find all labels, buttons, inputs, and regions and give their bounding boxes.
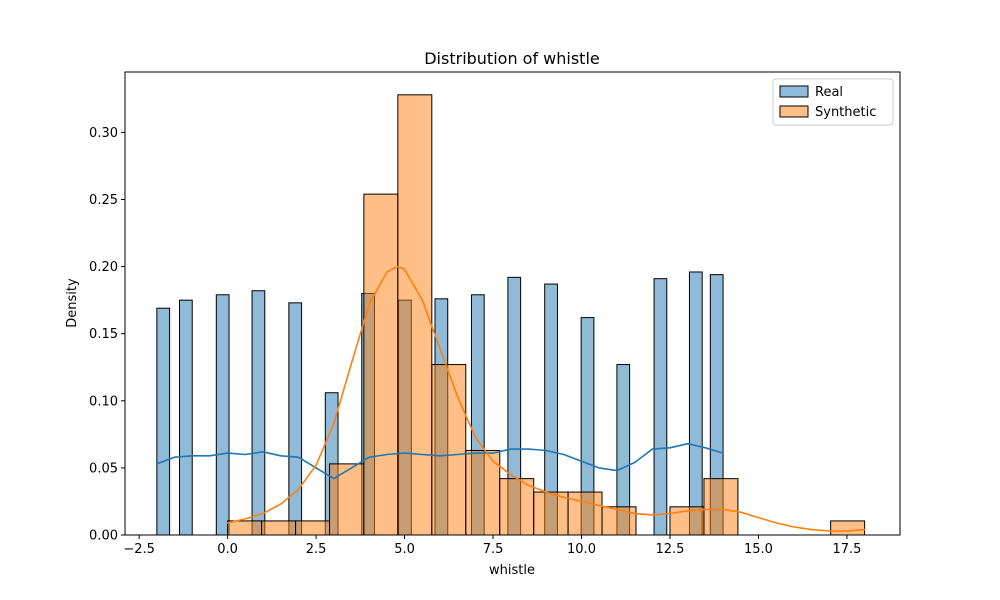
y-axis: 0.00 0.05 0.10 0.15 0.20 0.25 0.30 xyxy=(89,126,125,544)
x-tick-label: 0.0 xyxy=(217,542,238,557)
y-tick-label: 0.00 xyxy=(89,529,118,544)
legend-label-synthetic: Synthetic xyxy=(815,105,876,120)
x-axis-label: whistle xyxy=(489,563,535,578)
y-tick-label: 0.25 xyxy=(89,193,118,208)
bar-synthetic-0 xyxy=(227,520,263,536)
y-tick-label: 0.10 xyxy=(89,394,118,409)
bar-synthetic-10 xyxy=(567,491,603,536)
x-tick-label: 7.5 xyxy=(483,542,504,557)
x-tick-label: 15.0 xyxy=(744,542,773,557)
legend-label-real: Real xyxy=(815,85,843,100)
bar-synthetic-2 xyxy=(295,520,331,536)
bar-real-3 xyxy=(251,290,266,536)
y-axis-label: Density xyxy=(65,278,80,328)
y-tick-label: 0.30 xyxy=(89,126,118,141)
y-tick-label: 0.15 xyxy=(89,327,118,342)
legend-swatch-synthetic xyxy=(779,105,809,118)
bar-real-2 xyxy=(215,294,230,536)
bar-synthetic-9 xyxy=(533,491,569,536)
bar-synthetic-1 xyxy=(261,520,297,536)
plot-area xyxy=(124,71,901,536)
x-tick-label: 12.5 xyxy=(656,542,685,557)
x-tick-label: 17.5 xyxy=(832,542,861,557)
bar-synthetic-11 xyxy=(601,506,637,536)
bar-real-15 xyxy=(688,271,703,536)
bar-real-1 xyxy=(178,299,193,536)
bar-real-4 xyxy=(288,302,303,536)
legend-swatch-real xyxy=(779,85,809,98)
bar-synthetic-13 xyxy=(703,478,739,536)
bar-synthetic-6 xyxy=(431,364,467,536)
legend: Real Synthetic xyxy=(772,78,894,126)
x-tick-label: 2.5 xyxy=(306,542,327,557)
x-tick-label: −2.5 xyxy=(123,542,155,557)
plot-frame xyxy=(124,71,901,536)
bar-synthetic-8 xyxy=(499,478,535,536)
y-tick-label: 0.20 xyxy=(89,260,118,275)
x-tick-label: 5.0 xyxy=(394,542,415,557)
bar-synthetic-3 xyxy=(329,463,365,536)
kde-line-synthetic xyxy=(226,265,866,532)
y-tick-label: 0.05 xyxy=(89,461,118,476)
x-axis: −2.5 0.0 2.5 5.0 7.5 10.0 12.5 15.0 17.5 xyxy=(123,535,861,557)
bar-real-14 xyxy=(653,278,668,536)
bar-synthetic-14 xyxy=(830,520,866,536)
bar-synthetic-5 xyxy=(397,94,433,536)
bar-synthetic-4 xyxy=(363,193,399,536)
bar-real-0 xyxy=(156,307,171,536)
chart-title: Distribution of whistle xyxy=(424,49,600,68)
x-tick-label: 10.0 xyxy=(567,542,596,557)
kde-line-real xyxy=(156,442,724,480)
